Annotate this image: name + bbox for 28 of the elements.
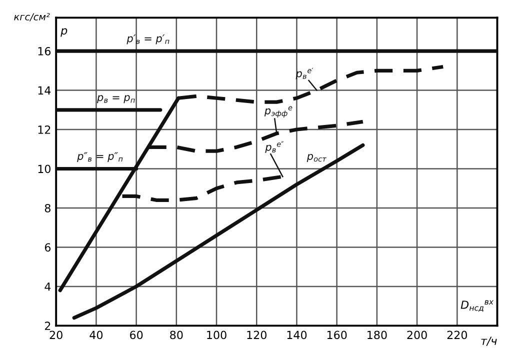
- annotation: p: [60, 28, 68, 37]
- series-label: p$_{эфф}$$^{е}$: [264, 106, 292, 118]
- x-tick-label: 60: [130, 330, 143, 340]
- y-tick-label: 6: [44, 243, 51, 252]
- x-tick-label: 100: [207, 330, 226, 340]
- x-tick-label: 220: [447, 330, 468, 340]
- x-axis-title: т/ч: [481, 336, 497, 346]
- series-label: p$_{ост}$: [306, 154, 326, 162]
- y-tick-label: 10: [38, 164, 50, 174]
- text: p$_{в}$$^{е″}$: [265, 141, 284, 153]
- y-axis-title: кгс/см²: [14, 13, 50, 22]
- x-tick-label: 20: [50, 330, 62, 340]
- x-tick-label: 140: [287, 330, 307, 340]
- y-tick-label: 2: [44, 322, 50, 330]
- x-tick-label: 200: [407, 330, 427, 340]
- y-tick-label: 8: [44, 204, 50, 212]
- y-tick-label: 12: [38, 125, 50, 134]
- y-tick-label: 4: [44, 282, 51, 291]
- x-tick-label: 120: [247, 330, 266, 340]
- y-tick-label: 14: [38, 86, 51, 95]
- x-tick-label: 80: [170, 330, 183, 340]
- annotation: D$_{нсд}$$^{вх}$: [460, 300, 494, 312]
- series-label: p″$_{в}$ = p″$_{п}$: [77, 152, 123, 162]
- x-tick-label: 180: [368, 330, 387, 340]
- x-tick-label: 160: [327, 330, 347, 340]
- y-tick-label: 16: [38, 47, 51, 56]
- x-tick-label: 40: [90, 330, 103, 340]
- series-label: p$_{в}$ = p$_{п}$: [97, 95, 135, 104]
